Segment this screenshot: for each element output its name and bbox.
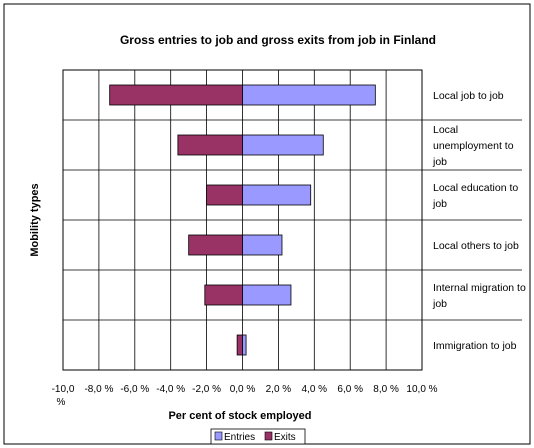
bar-exits xyxy=(109,84,243,106)
legend-swatch-entries xyxy=(214,431,223,441)
x-tick-label: -8,0 % xyxy=(84,384,113,395)
y-axis-title: Mobility types xyxy=(29,183,41,256)
grid-lines xyxy=(62,70,522,370)
bar-entries xyxy=(242,84,376,106)
legend-box xyxy=(210,428,306,445)
chart-title: Gross entries to job and gross exits fro… xyxy=(120,33,436,47)
bar-exits xyxy=(236,334,243,356)
bar-exits xyxy=(204,284,243,306)
x-tick-label: 6,0 % xyxy=(337,384,363,395)
x-tick-label: 8,0 % xyxy=(373,384,399,395)
bar-exits xyxy=(177,134,243,156)
category-label: Local unemployment to job xyxy=(432,124,514,168)
legend-label-entries: Entries xyxy=(224,432,255,443)
bar-entries xyxy=(242,134,324,156)
bars-group xyxy=(109,84,376,356)
x-tick-label: -2,0 % xyxy=(192,384,221,395)
category-label: Local others to job xyxy=(433,240,519,252)
x-tick-labels: -10,0% -8,0 % -6,0 % -4,0 % -2,0 % 0,0 % 2,0 %… xyxy=(52,384,438,408)
x-axis-title: Per cent of stock employed xyxy=(168,410,311,422)
x-tick-label-unit: % xyxy=(57,397,66,408)
category-label: Immigration to job xyxy=(433,340,517,352)
category-label: Local education to job xyxy=(432,182,518,210)
category-labels: Local job to job Local unemployment to job L… xyxy=(432,90,526,352)
x-tick-label: -10,0 xyxy=(52,384,75,395)
bar-exits xyxy=(188,234,243,256)
bar-entries xyxy=(242,234,283,256)
x-tick-label: 0,0 % xyxy=(230,384,256,395)
legend-label-exits: Exits xyxy=(274,432,296,443)
legend: Entries Exits xyxy=(210,428,306,445)
bar-entries xyxy=(242,334,247,356)
category-label: Local job to job xyxy=(433,90,504,102)
bar-entries xyxy=(242,284,292,306)
bar-entries xyxy=(242,184,312,206)
category-label: Internal migration to job xyxy=(432,282,526,310)
x-tick-label: -4,0 % xyxy=(156,384,185,395)
x-tick-label: -6,0 % xyxy=(120,384,149,395)
x-tick-label: 10,0 % xyxy=(406,384,437,395)
legend-swatch-exits xyxy=(264,431,273,441)
x-tick-label: 2,0 % xyxy=(266,384,292,395)
bar-exits xyxy=(206,184,243,206)
x-tick-label: 4,0 % xyxy=(302,384,328,395)
